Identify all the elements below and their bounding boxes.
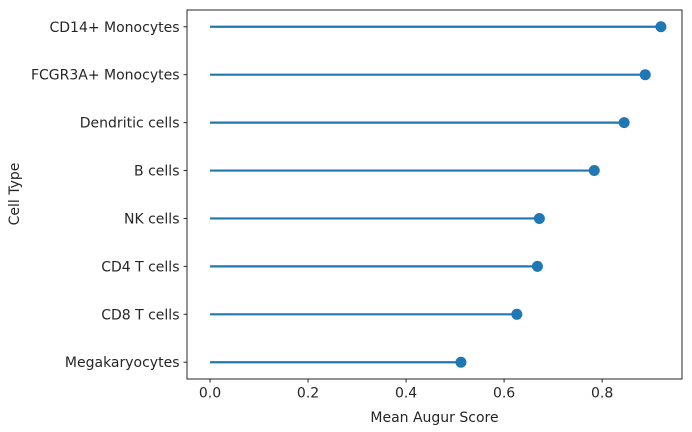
y-axis-label: Cell Type (7, 162, 23, 226)
data-point (618, 117, 630, 129)
x-axis-label: Mean Augur Score (370, 410, 499, 426)
data-point (588, 165, 600, 177)
data-point (511, 308, 523, 320)
x-tick-label: 0.8 (591, 386, 613, 402)
x-tick-label: 0.0 (199, 386, 221, 402)
data-point (455, 356, 467, 368)
data-point (531, 260, 543, 272)
x-tick-label: 0.4 (395, 386, 417, 402)
category-label: NK cells (124, 211, 180, 227)
category-label: Megakaryocytes (65, 355, 180, 371)
category-label: CD14+ Monocytes (49, 20, 179, 36)
x-tick-label: 0.2 (297, 386, 319, 402)
category-label: CD8 T cells (101, 307, 179, 323)
category-label: CD4 T cells (101, 259, 179, 275)
data-point (533, 212, 545, 224)
data-point (639, 69, 651, 81)
plot-border (186, 9, 683, 380)
category-label: FCGR3A+ Monocytes (31, 68, 180, 84)
x-tick-label: 0.6 (493, 386, 515, 402)
category-label: B cells (134, 164, 179, 180)
data-point (655, 21, 667, 33)
category-label: Dendritic cells (80, 116, 180, 132)
